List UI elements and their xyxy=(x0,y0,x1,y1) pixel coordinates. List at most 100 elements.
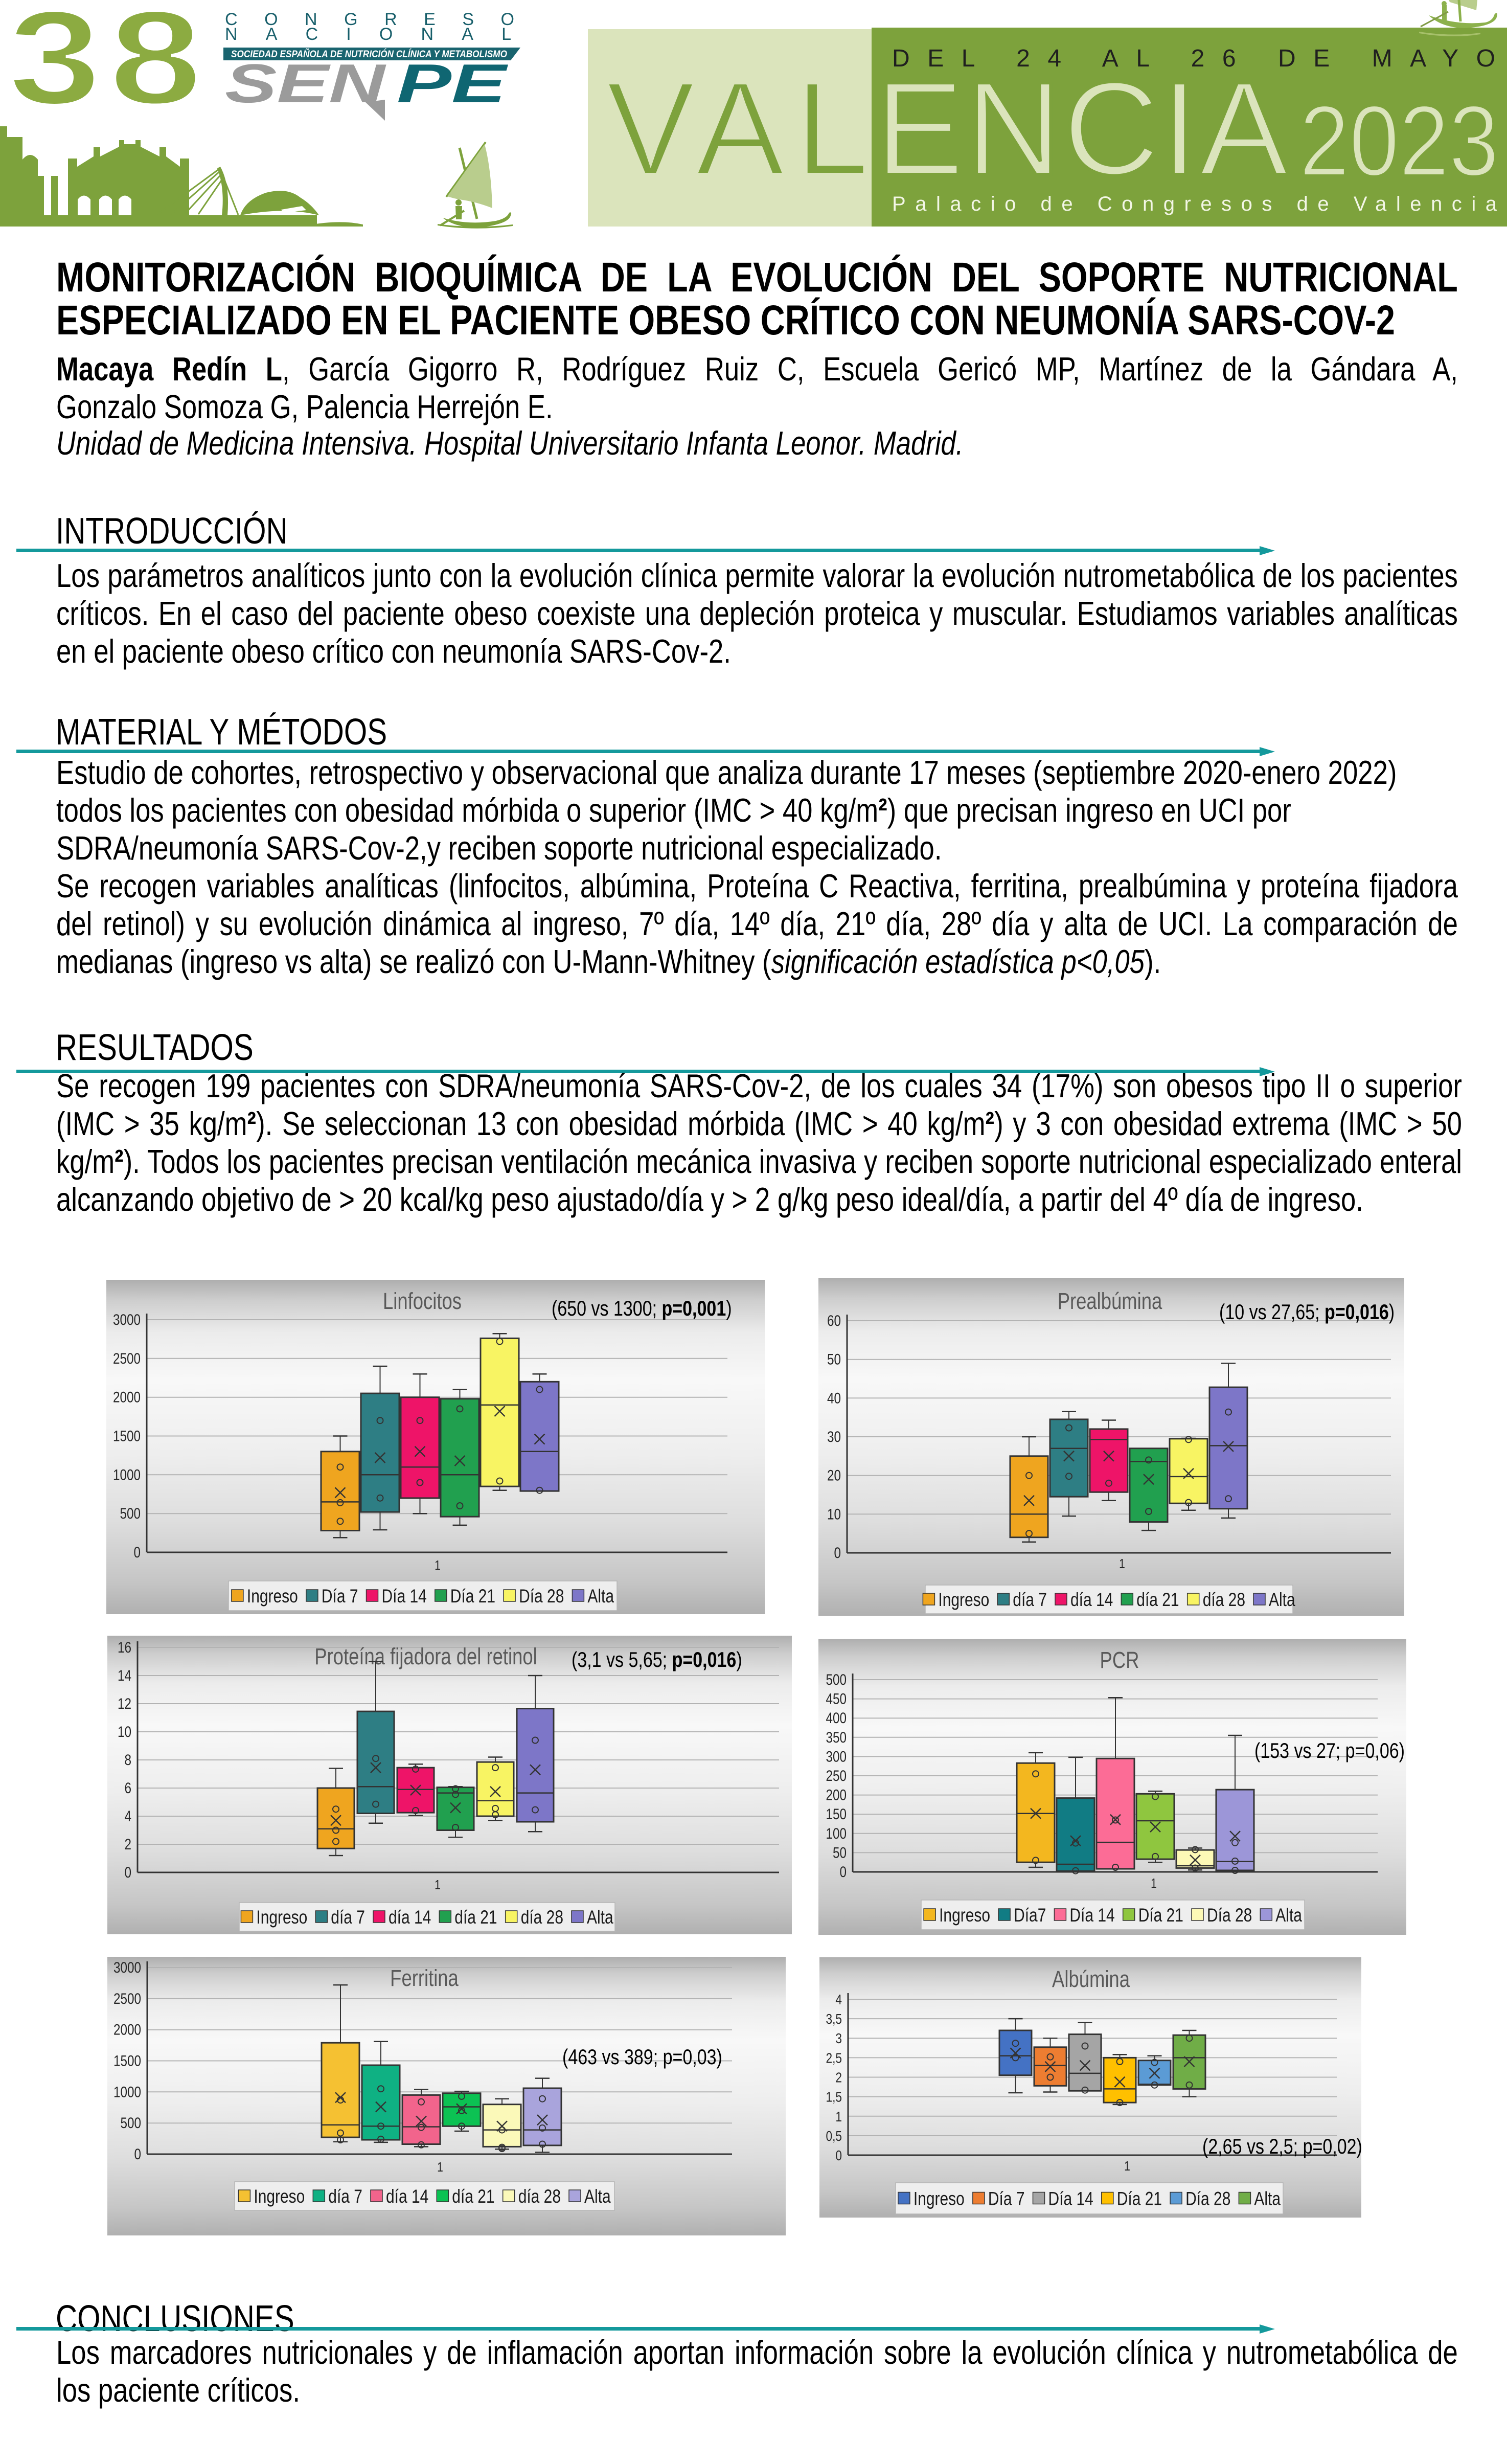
svg-text:200: 200 xyxy=(826,1786,847,1803)
svg-text:500: 500 xyxy=(826,1671,847,1688)
svg-text:Alta: Alta xyxy=(1275,1905,1302,1926)
svg-text:día 7: día 7 xyxy=(328,2186,362,2207)
svg-text:Día 7: Día 7 xyxy=(988,2189,1025,2210)
svg-text:40: 40 xyxy=(827,1389,841,1407)
svg-text:3: 3 xyxy=(835,2031,842,2047)
svg-text:Ingreso: Ingreso xyxy=(256,1907,307,1928)
svg-text:Prealbúmina: Prealbúmina xyxy=(1058,1288,1162,1314)
svg-text:Día7: Día7 xyxy=(1014,1905,1046,1926)
svg-text:Ferritina: Ferritina xyxy=(390,1965,459,1991)
svg-text:14: 14 xyxy=(118,1667,131,1684)
svg-text:400: 400 xyxy=(826,1709,847,1727)
svg-text:Proteína fijadora del retinol: Proteína fijadora del retinol xyxy=(314,1643,537,1669)
svg-text:10: 10 xyxy=(827,1505,841,1523)
svg-text:día 7: día 7 xyxy=(331,1907,365,1928)
svg-text:60: 60 xyxy=(827,1312,841,1329)
svg-text:Alta: Alta xyxy=(1254,2189,1281,2210)
svg-text:(153 vs 27; p=0,06): (153 vs 27; p=0,06) xyxy=(1254,1739,1405,1763)
svg-text:NACIONAL: NACIONAL xyxy=(225,25,511,44)
svg-text:día 21: día 21 xyxy=(1136,1590,1179,1611)
svg-text:Albúmina: Albúmina xyxy=(1052,1966,1130,1992)
svg-text:3000: 3000 xyxy=(113,1959,141,1976)
svg-text:día 28: día 28 xyxy=(1203,1590,1245,1611)
svg-text:1: 1 xyxy=(835,2109,842,2125)
svg-text:Día 14: Día 14 xyxy=(1069,1905,1114,1926)
svg-text:150: 150 xyxy=(826,1805,847,1823)
svg-text:0: 0 xyxy=(133,1544,141,1561)
svg-text:Ingreso: Ingreso xyxy=(254,2186,305,2207)
svg-text:SOCIEDAD ESPAÑOLA DE NUTRICIÓN: SOCIEDAD ESPAÑOLA DE NUTRICIÓN CLÍNICA Y… xyxy=(231,49,507,60)
svg-text:SEN: SEN xyxy=(225,53,387,114)
svg-text:(463 vs 389; p=0,03): (463 vs 389; p=0,03) xyxy=(562,2045,722,2069)
svg-text:Día 21: Día 21 xyxy=(1117,2189,1162,2210)
svg-text:Ingreso: Ingreso xyxy=(938,1590,989,1611)
svg-text:Día 28: Día 28 xyxy=(1185,2189,1230,2210)
svg-text:Alta: Alta xyxy=(584,2186,611,2207)
svg-text:1: 1 xyxy=(437,2160,443,2175)
svg-text:20: 20 xyxy=(827,1466,841,1484)
svg-text:2000: 2000 xyxy=(113,1388,141,1406)
svg-text:2500: 2500 xyxy=(113,1349,141,1367)
svg-text:1: 1 xyxy=(435,1558,441,1573)
svg-text:6: 6 xyxy=(124,1779,131,1797)
svg-text:2023: 2023 xyxy=(1299,85,1499,197)
svg-text:día 28: día 28 xyxy=(518,2186,561,2207)
svg-text:1500: 1500 xyxy=(113,2052,141,2069)
svg-text:0: 0 xyxy=(834,1544,841,1562)
svg-text:50: 50 xyxy=(827,1350,841,1368)
svg-text:8: 8 xyxy=(124,1751,131,1769)
svg-text:día 14: día 14 xyxy=(386,2186,428,2207)
svg-text:día 21: día 21 xyxy=(452,2186,494,2207)
svg-text:Ingreso: Ingreso xyxy=(914,2189,965,2210)
svg-text:día 14: día 14 xyxy=(389,1907,431,1928)
svg-text:(2,65 vs 2,5; p=0,02): (2,65 vs 2,5; p=0,02) xyxy=(1202,2135,1361,2159)
svg-text:1500: 1500 xyxy=(113,1427,141,1444)
svg-text:3000: 3000 xyxy=(113,1311,141,1328)
svg-text:500: 500 xyxy=(120,1505,141,1522)
svg-text:(10 vs 27,65; p=0,016): (10 vs 27,65; p=0,016) xyxy=(1219,1300,1395,1324)
svg-text:(650 vs 1300; p=0,001): (650 vs 1300; p=0,001) xyxy=(552,1297,732,1321)
svg-text:100: 100 xyxy=(826,1824,847,1842)
svg-text:Día 28: Día 28 xyxy=(519,1586,564,1607)
svg-text:2500: 2500 xyxy=(113,1990,141,2007)
svg-text:día 28: día 28 xyxy=(521,1907,563,1928)
svg-text:1000: 1000 xyxy=(113,1466,141,1483)
svg-text:Día 21: Día 21 xyxy=(450,1586,495,1607)
svg-text:2: 2 xyxy=(124,1836,131,1853)
svg-text:Linfocitos: Linfocitos xyxy=(383,1288,462,1314)
svg-text:300: 300 xyxy=(826,1748,847,1765)
svg-text:Alta: Alta xyxy=(587,1907,613,1928)
svg-text:Alta: Alta xyxy=(1269,1590,1295,1611)
svg-text:PCR: PCR xyxy=(1100,1647,1139,1673)
svg-text:Día 14: Día 14 xyxy=(1048,2189,1093,2210)
svg-text:PE: PE xyxy=(397,53,509,114)
svg-text:Ingreso: Ingreso xyxy=(247,1586,298,1607)
svg-text:1: 1 xyxy=(435,1878,441,1893)
svg-text:1: 1 xyxy=(1119,1557,1125,1572)
svg-text:1,5: 1,5 xyxy=(826,2089,842,2105)
svg-text:3,5: 3,5 xyxy=(826,2011,842,2027)
svg-text:500: 500 xyxy=(120,2114,141,2132)
svg-text:día 14: día 14 xyxy=(1070,1590,1113,1611)
svg-text:38: 38 xyxy=(8,0,210,132)
svg-text:2: 2 xyxy=(835,2070,842,2086)
svg-text:0: 0 xyxy=(835,2148,842,2164)
svg-text:4: 4 xyxy=(835,1992,842,2008)
svg-text:0: 0 xyxy=(839,1863,847,1881)
svg-text:(3,1 vs 5,65; p=0,016): (3,1 vs 5,65; p=0,016) xyxy=(572,1648,742,1672)
svg-text:250: 250 xyxy=(826,1767,847,1784)
svg-text:0,5: 0,5 xyxy=(826,2129,842,2144)
svg-text:50: 50 xyxy=(833,1844,847,1861)
svg-text:1: 1 xyxy=(1124,2159,1130,2174)
svg-text:450: 450 xyxy=(826,1690,847,1707)
svg-text:ENCIA: ENCIA xyxy=(875,55,1289,203)
svg-text:1: 1 xyxy=(1151,1877,1157,1891)
svg-text:30: 30 xyxy=(827,1428,841,1445)
svg-text:día 21: día 21 xyxy=(454,1907,497,1928)
svg-text:Ingreso: Ingreso xyxy=(939,1905,990,1926)
svg-text:0: 0 xyxy=(124,1864,131,1881)
svg-text:10: 10 xyxy=(118,1723,131,1740)
svg-text:1000: 1000 xyxy=(113,2083,141,2100)
svg-text:día 7: día 7 xyxy=(1013,1590,1047,1611)
svg-text:16: 16 xyxy=(118,1639,131,1656)
